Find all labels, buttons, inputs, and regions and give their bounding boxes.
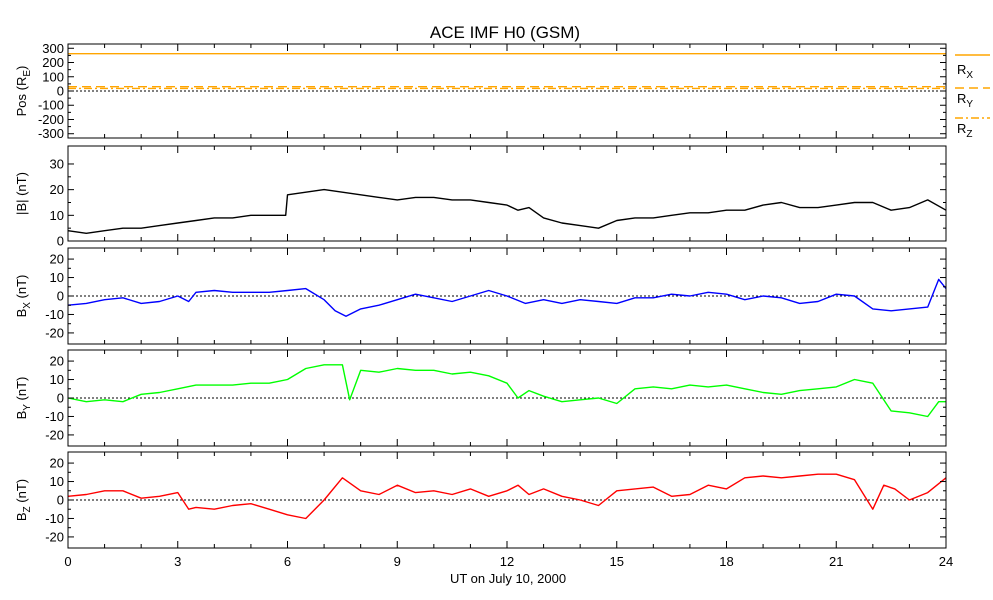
panel-2: 0 10 20 30 |B| (nT) [14,145,947,249]
y-tick-label: 10 [50,270,64,285]
series-line-bx [67,278,947,317]
y-axis-title: |B| (nT) [14,172,29,215]
panel-5: -20 -10 0 10 20 BZ (nT) [14,451,947,549]
x-tick-label: 6 [284,554,291,569]
y-tick-label: -100 [38,98,64,113]
y-tick-label: 20 [50,354,64,369]
panel-frame [67,349,947,447]
x-tick-label: 21 [829,554,843,569]
y-tick-label: -20 [45,325,64,340]
x-tick-label: 18 [719,554,733,569]
y-tick-label: -10 [45,511,64,526]
y-tick-label: 200 [42,55,64,70]
y-tick-label: 0 [57,493,64,508]
y-axis-title: BZ (nT) [14,479,33,521]
y-tick-label: 0 [57,84,64,99]
legend-label: RY [957,91,973,110]
x-tick-label: 15 [610,554,624,569]
panel-frame [67,43,947,139]
x-tick-label: 0 [64,554,71,569]
series-line-by [67,364,946,418]
y-tick-label: 300 [42,41,64,56]
x-tick-label: 24 [939,554,953,569]
panel-3: -20 -10 0 10 20 BX (nT) [14,247,947,345]
y-tick-label: 0 [57,234,64,249]
y-tick-label: 0 [57,391,64,406]
y-axis-title: BX (nT) [14,275,33,318]
y-tick-label: 20 [50,182,64,197]
panel-frame [67,451,947,549]
y-tick-label: 10 [50,372,64,387]
panel-frame [67,145,947,242]
y-tick-label: -10 [45,307,64,322]
legend-label: RZ [957,121,973,140]
y-tick-label: -300 [38,126,64,141]
x-axis-title: UT on July 10, 2000 [450,571,566,586]
panel-4: -20 -10 0 10 20 BY (nT) [14,349,947,447]
x-tick-label: 9 [394,554,401,569]
y-tick-label: 0 [57,289,64,304]
chart-title: ACE IMF H0 (GSM) [430,23,580,42]
y-tick-label: 20 [50,252,64,267]
y-tick-label: -20 [45,529,64,544]
y-tick-label: -10 [45,409,64,424]
y-tick-label: 100 [42,69,64,84]
series-line-b [67,188,947,235]
y-tick-label: -200 [38,112,64,127]
series-line-bz [67,473,947,520]
x-tick-label: 3 [174,554,181,569]
y-axis-title: BY (nT) [14,377,33,420]
y-tick-label: -20 [45,427,64,442]
y-tick-label: 10 [50,208,64,223]
y-axis-title: Pos (RE) [14,66,33,117]
y-tick-label: 10 [50,474,64,489]
x-tick-label: 12 [500,554,514,569]
y-tick-label: 30 [50,156,64,171]
y-tick-label: 20 [50,456,64,471]
legend-label: RX [957,62,973,81]
